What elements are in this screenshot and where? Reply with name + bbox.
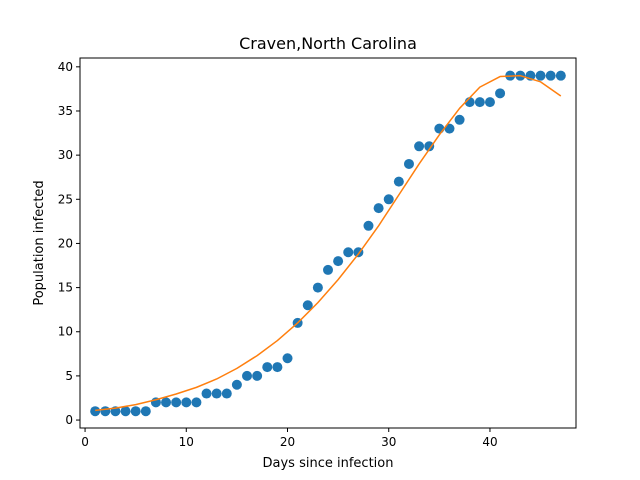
data-point: [211, 388, 222, 399]
data-point: [434, 123, 445, 134]
data-point: [100, 406, 111, 417]
data-point: [555, 70, 566, 81]
x-axis-label: Days since infection: [263, 456, 394, 471]
data-point: [302, 300, 313, 311]
data-point: [120, 406, 131, 417]
data-point: [363, 220, 374, 231]
y-tick-label: 30: [58, 148, 73, 162]
data-point: [373, 203, 384, 214]
x-axis-ticks: 0 10 20 30 40: [81, 428, 498, 449]
data-point: [90, 406, 101, 417]
y-tick-label: 15: [58, 281, 73, 295]
data-point: [221, 388, 232, 399]
x-tick-label: 10: [179, 435, 194, 449]
data-point: [424, 141, 435, 152]
data-point: [323, 264, 333, 275]
data-point: [403, 158, 414, 169]
data-point: [231, 379, 242, 390]
data-point: [484, 97, 495, 108]
data-point: [474, 97, 485, 108]
plot-area: [90, 70, 566, 417]
y-tick-label: 10: [58, 325, 73, 339]
data-point: [312, 282, 323, 293]
y-tick-label: 35: [58, 104, 73, 118]
data-point: [130, 406, 141, 417]
y-tick-label: 25: [58, 192, 73, 206]
data-point: [262, 362, 273, 373]
y-tick-label: 40: [58, 60, 73, 74]
data-point: [393, 176, 404, 187]
data-point: [383, 194, 394, 205]
data-point: [333, 256, 344, 267]
data-point: [535, 70, 546, 81]
data-point: [495, 88, 506, 99]
data-point: [242, 370, 253, 381]
fit-curve-line: [95, 74, 562, 412]
data-point: [161, 397, 172, 408]
axes-frame: [79, 57, 577, 429]
y-axis-label: Population infected: [32, 180, 47, 305]
data-point: [191, 397, 202, 408]
x-tick-label: 20: [280, 435, 295, 449]
y-tick-label: 0: [65, 413, 73, 427]
y-tick-label: 20: [58, 236, 73, 250]
data-point: [181, 397, 192, 408]
data-point: [444, 123, 455, 134]
data-point: [201, 388, 212, 399]
data-point: [545, 70, 556, 81]
data-point: [140, 406, 151, 417]
chart-title: Craven,North Carolina: [239, 34, 417, 53]
data-point: [414, 141, 425, 152]
x-tick-label: 40: [482, 435, 497, 449]
data-point: [171, 397, 182, 408]
data-point: [272, 362, 283, 373]
y-axis-ticks: 0 5 10 15 20 25 30 35 40: [58, 60, 80, 427]
data-point: [252, 370, 263, 381]
x-tick-label: 30: [381, 435, 396, 449]
data-point: [282, 353, 293, 364]
data-point: [454, 114, 465, 125]
y-tick-label: 5: [65, 369, 73, 383]
x-tick-label: 0: [81, 435, 89, 449]
data-point: [343, 247, 354, 258]
